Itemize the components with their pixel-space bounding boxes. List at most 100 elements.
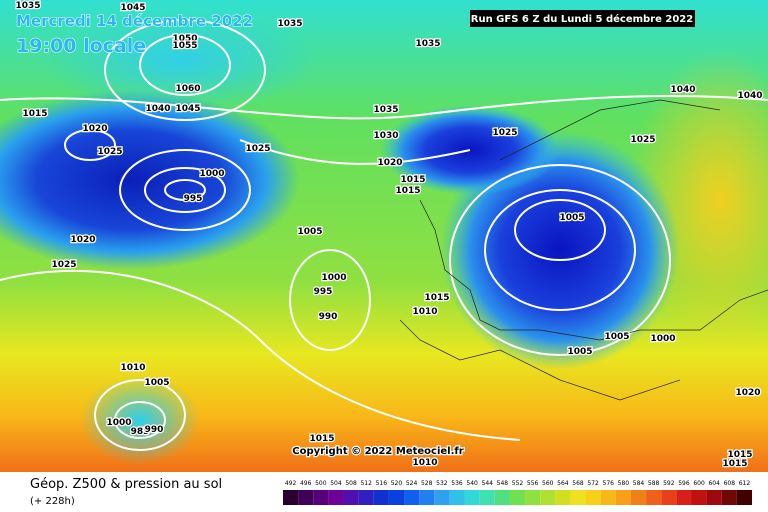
colorbar-swatch	[676, 490, 692, 505]
colorbar-label: 612	[739, 480, 751, 487]
colorbar-swatch	[464, 490, 480, 505]
isobar-label: 1040	[145, 104, 170, 114]
isobar-label: 1015	[722, 459, 747, 469]
isobar-label: 1000	[650, 334, 675, 344]
isobar-label: 1020	[735, 388, 760, 398]
colorbar-swatch	[721, 490, 737, 505]
isobar-label: 1035	[277, 19, 302, 29]
isobar-label: 1005	[567, 347, 592, 357]
colorbar-label: 596	[678, 480, 690, 487]
isobar-label: 1060	[175, 84, 200, 94]
isobar-label: 1005	[559, 213, 584, 223]
colorbar-label: 508	[345, 480, 357, 487]
isobar-label: 1015	[727, 450, 752, 460]
colorbar-swatch	[691, 490, 707, 505]
colorbar-swatch	[343, 490, 359, 505]
colorbar-label: 568	[572, 480, 584, 487]
colorbar-swatch	[434, 490, 450, 505]
colorbar-label: 504	[330, 480, 342, 487]
colorbar-swatch	[509, 490, 526, 505]
colorbar-swatch	[661, 490, 677, 505]
colorbar-label: 524	[406, 480, 418, 487]
colorbar-label: 528	[421, 480, 433, 487]
colorbar-swatch	[540, 490, 556, 505]
colorbar-label: 608	[724, 480, 736, 487]
run-text: Run GFS 6 Z du Lundi 5 décembre 2022	[471, 13, 693, 25]
colorbar-swatch	[298, 490, 314, 505]
colorbar-swatch	[358, 490, 374, 505]
coastlines	[399, 99, 768, 401]
colorbar-label: 576	[603, 480, 615, 487]
colorbar-label: 512	[360, 480, 372, 487]
colorbar-swatch	[313, 490, 329, 505]
isobar-label: 995	[314, 287, 333, 297]
colorbar-swatch	[736, 490, 752, 505]
colorbar-label: 544	[482, 480, 494, 487]
colorbar-swatch	[630, 490, 647, 505]
colorbar-swatch	[600, 490, 616, 505]
colorbar-label: 536	[451, 480, 463, 487]
isobar-label: 1035	[415, 39, 440, 49]
colorbar-swatch	[479, 490, 495, 505]
isobar-label: 1035	[373, 105, 398, 115]
colorbar-label: 592	[663, 480, 675, 487]
colorbar-label: 520	[391, 480, 403, 487]
colorbar-swatch	[570, 490, 586, 505]
colorbar-swatch	[585, 490, 601, 505]
isobar-label: 1000	[199, 169, 224, 179]
colorbar-label: 600	[693, 480, 705, 487]
run-box	[470, 10, 695, 27]
colorbar-swatch	[494, 490, 510, 505]
colorbar-label: 560	[542, 480, 554, 487]
isobar-label: 1000	[321, 273, 346, 283]
colorbar-swatch	[525, 490, 541, 505]
isobar-label: 1040	[670, 85, 695, 95]
isobar-label: 995	[184, 194, 203, 204]
isobar-label: 1005	[604, 332, 629, 342]
colorbar-swatch	[646, 490, 662, 505]
colorbar-swatch	[706, 490, 722, 505]
colorbar-label: 492	[285, 480, 297, 487]
colorbar-swatch	[555, 490, 571, 505]
colorbar-label: 548	[497, 480, 509, 487]
isobar-label: 1010	[412, 458, 437, 468]
isobar-label: 1025	[51, 260, 76, 270]
isobar-label: 1010	[120, 363, 145, 373]
colorbar: 492 496 500 504 508 512 516 520 524 528 532 536 540 5…	[283, 480, 752, 505]
colorbar-label: 584	[633, 480, 645, 487]
isobars	[0, 19, 768, 451]
isobar-label: 1015	[309, 434, 334, 444]
time: 19:00 locale	[16, 35, 146, 57]
isobar-label: 1050	[172, 34, 197, 44]
colorbar-swatch	[449, 490, 465, 505]
isobar-label: 1015	[22, 109, 47, 119]
isobar-label: 1015	[400, 175, 425, 185]
isobar-label: 1005	[144, 378, 169, 388]
isobar-label: 1015	[395, 186, 420, 196]
isobar-label: 1005	[297, 227, 322, 237]
footer-title: Géop. Z500 & pression au sol	[30, 477, 222, 492]
isobar-label: 1020	[377, 158, 402, 168]
isobar-label: 1025	[97, 147, 122, 157]
isobar-label: 1015	[424, 293, 449, 303]
isobar-label: 1025	[492, 128, 517, 138]
colorbar-label: 500	[315, 480, 327, 487]
colorbar-swatch	[419, 490, 435, 505]
isobar-label: 990	[319, 312, 338, 322]
colorbar-swatch	[615, 490, 631, 505]
colorbar-label: 556	[527, 480, 539, 487]
isobar-label: 1040	[737, 91, 762, 101]
isobar-label: 1045	[175, 104, 200, 114]
low-south	[80, 375, 200, 465]
copyright: Copyright © 2022 Meteociel.fr	[292, 446, 463, 457]
isobar-label: 1045	[120, 3, 145, 13]
colorbar-label: 588	[648, 480, 660, 487]
isobar-label: 1055	[172, 41, 197, 51]
isobar-label: 1035	[15, 1, 40, 11]
isobar-label: 990	[145, 425, 164, 435]
footer-lead: (+ 228h)	[30, 496, 75, 507]
isobar-label: 1025	[245, 144, 270, 154]
colorbar-label: 564	[557, 480, 569, 487]
